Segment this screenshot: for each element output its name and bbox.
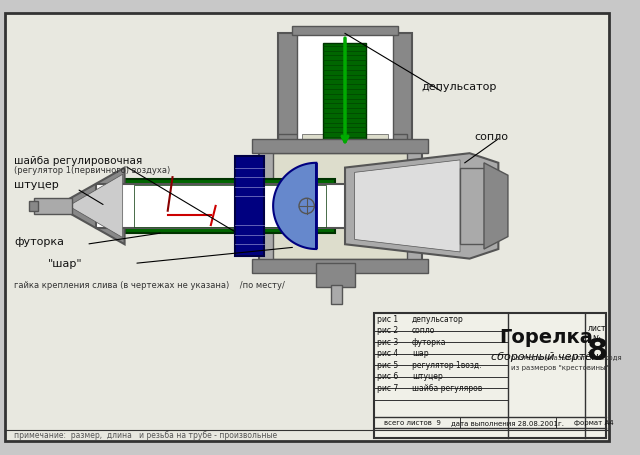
Bar xyxy=(278,34,412,149)
Text: (регулятор 1(первичного) воздуха): (регулятор 1(первичного) воздуха) xyxy=(14,166,171,175)
Text: футорка: футорка xyxy=(14,237,65,247)
Text: 8: 8 xyxy=(586,337,608,365)
Text: дата выполнения 28.08.2001г.: дата выполнения 28.08.2001г. xyxy=(451,420,564,425)
Text: шайба регулировочная: шайба регулировочная xyxy=(14,156,143,166)
Polygon shape xyxy=(355,161,460,253)
Bar xyxy=(235,157,264,256)
Bar xyxy=(259,144,422,268)
Text: всего листов  9: всего листов 9 xyxy=(383,420,440,425)
Text: рис 4: рис 4 xyxy=(377,349,398,358)
Text: шайба регуляров: шайба регуляров xyxy=(412,383,483,392)
Bar xyxy=(460,168,489,245)
Text: рис 5: рис 5 xyxy=(377,360,398,369)
Polygon shape xyxy=(65,168,125,245)
Text: депульсатор: депульсатор xyxy=(412,314,464,323)
Polygon shape xyxy=(345,154,499,259)
Text: рис 1: рис 1 xyxy=(377,314,398,323)
Bar xyxy=(374,313,605,438)
Text: рис 2: рис 2 xyxy=(377,326,398,335)
Bar xyxy=(316,264,355,288)
Text: сборочный чертёж: сборочный чертёж xyxy=(491,351,602,361)
Text: рис 6: рис 6 xyxy=(377,372,398,380)
Bar xyxy=(292,27,397,36)
Text: Горелка: Горелка xyxy=(499,327,593,346)
Text: рис 7: рис 7 xyxy=(377,383,398,392)
Bar xyxy=(33,199,72,214)
Text: размеры указываются исходя: размеры указываются исходя xyxy=(511,354,621,360)
Bar xyxy=(29,202,38,211)
Text: формат А4: формат А4 xyxy=(574,420,614,425)
Bar xyxy=(134,186,326,228)
Text: "шар": "шар" xyxy=(48,259,83,269)
Text: из размеров "крестовины": из размеров "крестовины" xyxy=(511,364,609,370)
Text: штуцер: штуцер xyxy=(14,179,59,189)
Text: шар: шар xyxy=(412,349,429,358)
Text: рис 3: рис 3 xyxy=(377,337,398,346)
Bar xyxy=(125,180,335,233)
Text: депульсатор: депульсатор xyxy=(422,82,497,92)
Bar xyxy=(273,154,407,259)
Bar xyxy=(383,135,407,192)
Text: лист
№: лист № xyxy=(588,323,606,342)
Bar xyxy=(278,135,302,192)
Text: штуцер: штуцер xyxy=(412,372,443,380)
Bar xyxy=(323,44,366,140)
Text: футорка: футорка xyxy=(412,337,447,346)
Text: регулятор 1возд.: регулятор 1возд. xyxy=(412,360,482,369)
Text: примечание:  размер,  длина   и резьба на трубе - произвольные: примечание: размер, длина и резьба на тр… xyxy=(14,430,278,439)
Polygon shape xyxy=(484,163,508,249)
Text: гайка крепления слива (в чертежах не указана)    /по месту/: гайка крепления слива (в чертежах не ука… xyxy=(14,281,285,290)
Bar xyxy=(331,285,342,304)
Bar xyxy=(302,135,388,192)
Bar xyxy=(252,140,428,154)
Text: сопло: сопло xyxy=(474,131,508,142)
Polygon shape xyxy=(72,175,123,238)
Bar xyxy=(96,184,345,228)
Bar xyxy=(297,34,393,149)
Polygon shape xyxy=(273,163,316,249)
Text: сопло: сопло xyxy=(412,326,435,335)
Bar xyxy=(252,259,428,273)
